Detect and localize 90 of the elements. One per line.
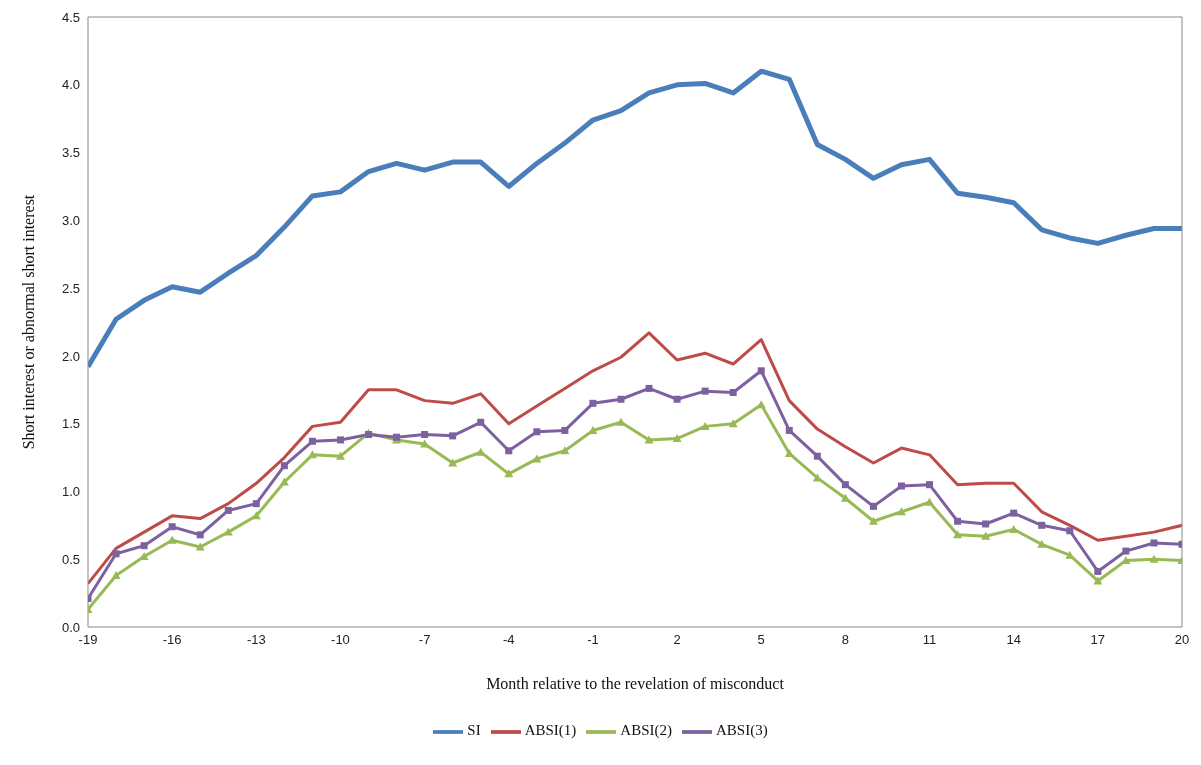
point <box>757 367 765 375</box>
point <box>1150 539 1158 547</box>
point <box>784 448 794 457</box>
x-tick-label: 14 <box>1006 632 1021 648</box>
x-tick-label: -10 <box>331 632 350 648</box>
point <box>1037 539 1047 548</box>
y-tick-label: 0.0 <box>61 619 80 635</box>
point <box>477 418 485 426</box>
legend-label: ABSI(1) <box>524 722 577 739</box>
point <box>1038 521 1046 529</box>
point <box>896 507 906 516</box>
point <box>954 517 962 525</box>
point <box>308 437 316 445</box>
point <box>981 531 991 540</box>
point <box>925 497 935 506</box>
x-tick-label: 2 <box>673 632 681 648</box>
point <box>953 530 963 539</box>
point <box>645 384 653 392</box>
point <box>252 500 260 508</box>
x-tick-label: 8 <box>841 632 849 648</box>
point <box>280 462 288 470</box>
point <box>926 481 934 489</box>
point <box>813 452 821 460</box>
point <box>505 447 513 455</box>
point <box>673 395 681 403</box>
legend-label: ABSI(2) <box>620 722 672 739</box>
legend-label: SI <box>467 722 481 739</box>
point <box>421 431 429 439</box>
y-axis-title: Short interest or abnormal short interest <box>19 194 37 450</box>
point <box>561 426 569 434</box>
point <box>1122 547 1130 555</box>
x-tick-label: -4 <box>502 632 515 648</box>
x-tick-label: -1 <box>587 632 599 648</box>
y-tick-label: 1.5 <box>61 416 80 432</box>
point <box>195 542 205 551</box>
point <box>1094 567 1102 575</box>
point <box>335 451 345 460</box>
point <box>112 550 120 558</box>
point <box>840 493 850 502</box>
point <box>1010 509 1018 517</box>
line-series <box>88 331 1182 586</box>
point <box>1065 550 1075 559</box>
point <box>1149 554 1159 563</box>
y-tick-label: 4.5 <box>61 9 80 25</box>
point <box>897 482 905 490</box>
point <box>449 432 457 440</box>
point <box>869 502 877 510</box>
point <box>841 481 849 489</box>
x-tick-label: -16 <box>162 632 182 648</box>
point <box>785 426 793 434</box>
point <box>560 446 570 455</box>
point <box>868 516 878 525</box>
point <box>504 469 514 478</box>
point <box>1121 556 1131 565</box>
point <box>251 511 261 520</box>
point <box>701 387 709 395</box>
point <box>140 542 148 550</box>
x-tick-label: 5 <box>757 632 765 648</box>
x-tick-label: 17 <box>1090 632 1106 648</box>
y-tick-label: 1.0 <box>61 484 80 500</box>
y-tick-label: 4.0 <box>61 77 80 93</box>
x-tick-label: 20 <box>1174 632 1190 648</box>
point <box>168 523 176 531</box>
point <box>533 428 541 436</box>
x-tick-label: -19 <box>78 632 98 648</box>
point <box>1066 527 1074 535</box>
point <box>196 531 204 539</box>
point <box>982 520 990 528</box>
x-tick-label: -13 <box>246 632 266 648</box>
x-tick-label: -7 <box>418 632 431 648</box>
point <box>812 473 822 482</box>
point <box>336 436 344 444</box>
point <box>700 421 710 430</box>
legend-label: ABSI(3) <box>716 722 768 739</box>
point <box>224 506 232 514</box>
point <box>617 395 625 403</box>
y-tick-label: 3.0 <box>61 212 80 228</box>
y-tick-label: 2.5 <box>61 280 80 296</box>
y-tick-label: 3.5 <box>61 145 80 161</box>
point <box>672 434 682 443</box>
y-tick-label: 0.5 <box>61 551 80 567</box>
point <box>729 388 737 396</box>
point <box>167 535 177 544</box>
y-tick-label: 2.0 <box>61 348 80 364</box>
point <box>589 399 597 407</box>
point <box>111 570 121 579</box>
point <box>728 419 738 428</box>
point <box>223 527 233 536</box>
x-axis-title: Month relative to the revelation of misconduct <box>486 675 785 692</box>
x-tick-label: 11 <box>922 632 937 648</box>
